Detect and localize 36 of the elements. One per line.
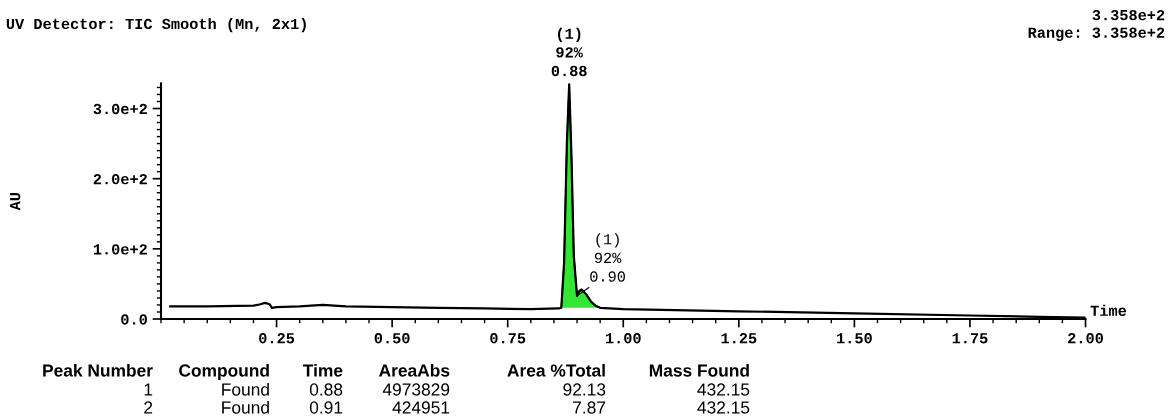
- x-tick-label: 1.25: [721, 333, 757, 344]
- x-tick-label: 0.75: [490, 333, 526, 344]
- x-tick-label: 0.50: [374, 333, 410, 344]
- text: 424951: [392, 401, 450, 414]
- text: 4973829: [382, 383, 450, 396]
- text: 92.13: [563, 383, 606, 396]
- text: 1: [144, 383, 153, 396]
- text: 0.88: [309, 383, 343, 396]
- text: Found: [222, 382, 269, 396]
- text: 0.91: [309, 401, 343, 414]
- x-tick-label: 2.00: [1068, 333, 1103, 344]
- text: Mass Found: [649, 363, 749, 377]
- text: 7.87: [573, 401, 606, 414]
- annotation: (1) 92% 0.88: [551, 27, 587, 77]
- chart-title: UV Detector: TIC Smooth (Mn, 2x1): [6, 17, 306, 33]
- y-tick-label: 0.0: [121, 314, 147, 325]
- text: Compound: [179, 363, 269, 381]
- y-tick-label: 3.0e+2: [93, 103, 147, 115]
- text: Time: [302, 363, 343, 377]
- y-tick-label: 1.0e+2: [93, 244, 147, 255]
- text: 3.358e+2 Range: 3.358e+2: [1028, 9, 1165, 41]
- y-axis-title: AU: [10, 193, 21, 211]
- x-tick-label: 1.75: [952, 333, 988, 344]
- text: Peak Number: [43, 363, 153, 377]
- text: 432.15: [697, 401, 750, 414]
- x-tick-label: 1.50: [837, 333, 872, 344]
- y-tick-label: 2.0e+2: [93, 174, 147, 185]
- text: AreaAbs: [379, 363, 450, 377]
- text: Found: [222, 400, 269, 414]
- text: 432.15: [697, 383, 750, 396]
- annotation: (1) 92% 0.90: [590, 233, 625, 282]
- text: 2: [144, 401, 153, 414]
- text: Area %Total: [507, 363, 605, 377]
- x-tick-label: 0.25: [259, 333, 295, 344]
- x-axis-title: Time: [1090, 304, 1127, 316]
- x-tick-label: 1.00: [605, 333, 641, 344]
